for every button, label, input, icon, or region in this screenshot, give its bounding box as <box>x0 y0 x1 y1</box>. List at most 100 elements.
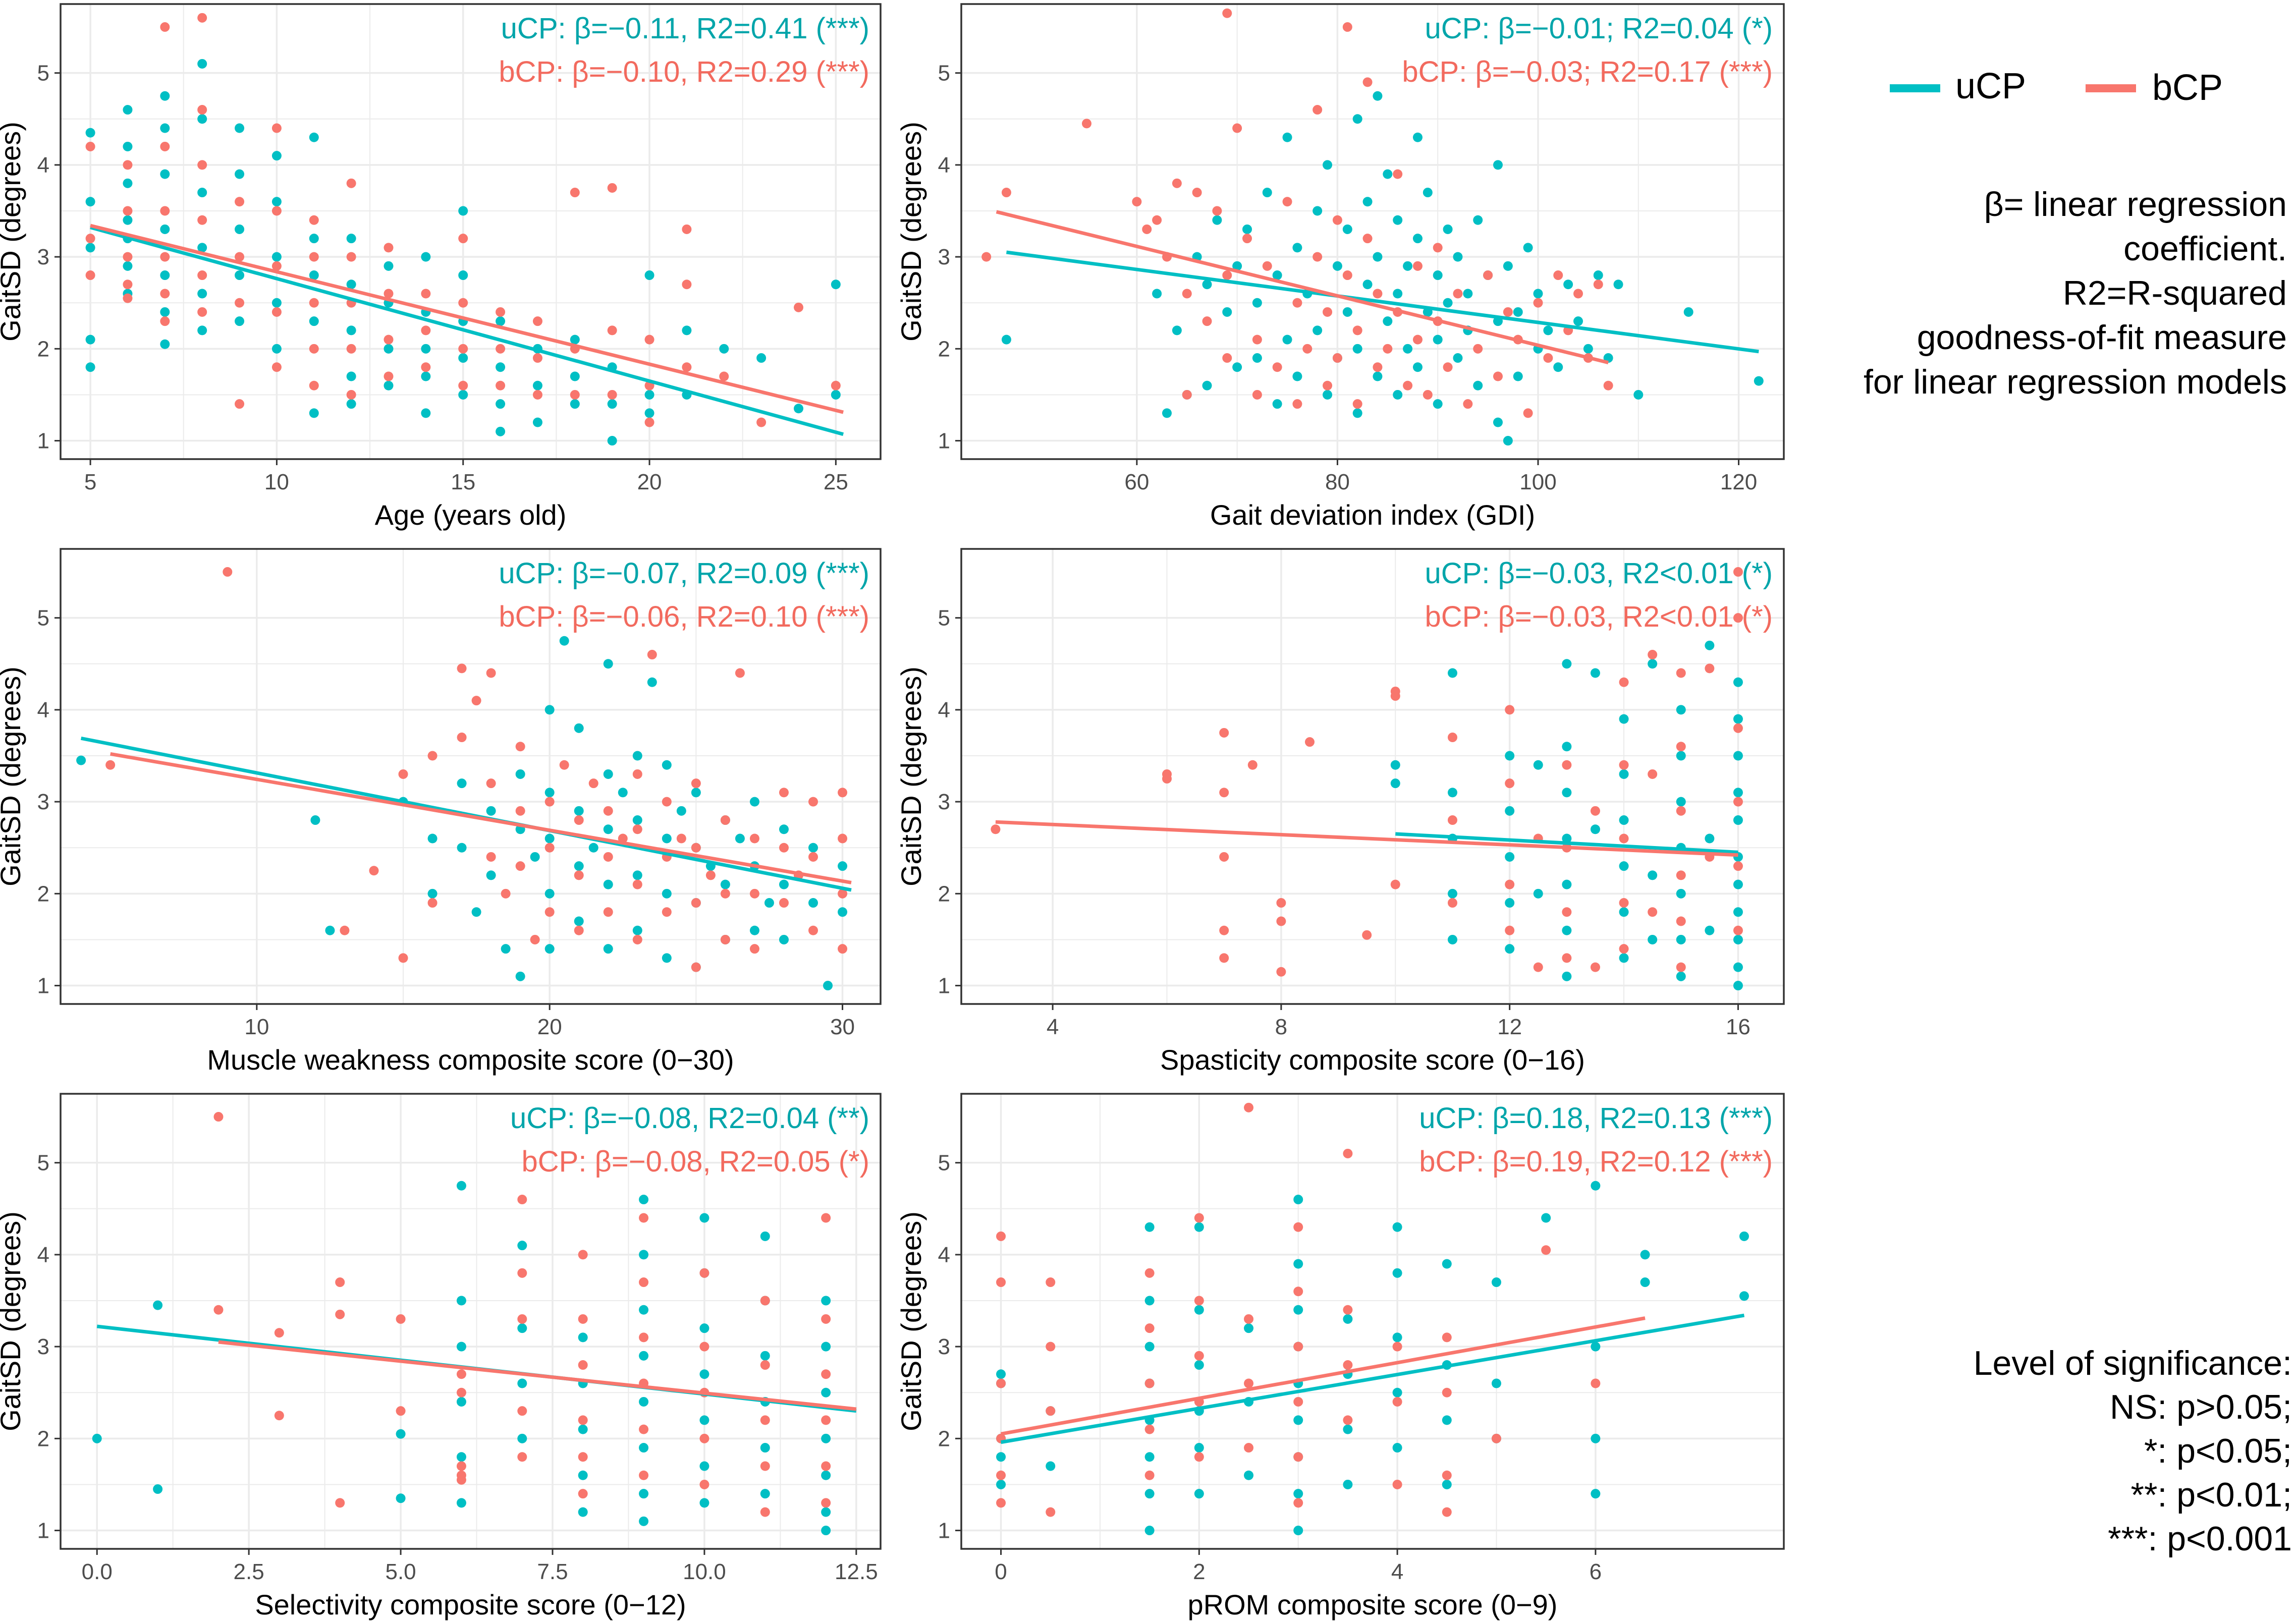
x-axis-title: Muscle weakness composite score (0−30) <box>207 1044 734 1076</box>
point-ucp <box>1144 1296 1155 1306</box>
point-bcp <box>123 206 133 216</box>
x-tick-label: 0.0 <box>82 1559 113 1584</box>
point-bcp <box>517 1406 527 1416</box>
point-ucp <box>1352 408 1362 418</box>
point-ucp <box>456 1181 466 1191</box>
point-bcp <box>1244 1102 1254 1112</box>
y-axis-title: GaitSD (degrees) <box>895 1211 927 1431</box>
point-ucp <box>458 270 468 281</box>
y-tick-label: 1 <box>938 429 950 454</box>
point-bcp <box>570 389 580 400</box>
point-ucp <box>1144 1222 1155 1232</box>
point-ucp <box>1513 307 1523 317</box>
point-bcp <box>1302 344 1313 354</box>
point-ucp <box>1362 197 1373 207</box>
point-bcp <box>1219 788 1229 798</box>
point-bcp <box>603 852 613 862</box>
y-tick-label: 4 <box>938 1243 950 1267</box>
point-bcp <box>530 934 540 944</box>
point-bcp <box>1247 760 1258 770</box>
point-ucp <box>1152 289 1162 299</box>
x-tick-label: 12 <box>1497 1015 1522 1039</box>
point-bcp <box>1392 1396 1402 1407</box>
point-bcp <box>632 769 642 779</box>
point-ucp <box>486 806 496 816</box>
point-bcp <box>197 160 207 170</box>
point-bcp <box>1676 962 1686 972</box>
point-ucp <box>632 815 642 825</box>
point-ucp <box>310 815 320 825</box>
point-ucp <box>1533 760 1543 770</box>
point-bcp <box>578 1314 588 1324</box>
x-tick-label: 5.0 <box>385 1559 416 1584</box>
significance-note-line: NS: p>0.05; <box>2110 1388 2292 1426</box>
point-ucp <box>515 971 525 981</box>
point-ucp <box>838 861 848 871</box>
point-bcp <box>1144 1378 1155 1388</box>
point-ucp <box>85 128 95 138</box>
point-bcp <box>517 1452 527 1462</box>
point-ucp <box>1212 215 1222 225</box>
point-bcp <box>1676 916 1686 926</box>
point-bcp <box>1313 105 1323 115</box>
point-ucp <box>1282 132 1292 142</box>
point-ucp <box>544 788 555 798</box>
point-ucp <box>639 1195 649 1205</box>
point-ucp <box>603 769 613 779</box>
point-ucp <box>197 243 207 253</box>
point-ucp <box>749 797 759 807</box>
point-bcp <box>1442 1387 1452 1398</box>
point-bcp <box>1562 953 1572 963</box>
point-bcp <box>1591 1378 1601 1388</box>
point-bcp <box>517 1195 527 1205</box>
point-bcp <box>1543 353 1553 363</box>
y-axis-title: GaitSD (degrees) <box>0 122 26 342</box>
point-ucp <box>794 404 803 414</box>
point-bcp <box>1373 289 1383 299</box>
point-bcp <box>1323 307 1333 317</box>
point-bcp <box>85 234 95 244</box>
point-bcp <box>676 833 686 844</box>
point-ucp <box>603 879 613 889</box>
point-bcp <box>1392 1341 1402 1352</box>
point-ucp <box>1293 1195 1303 1205</box>
point-bcp <box>85 141 95 151</box>
point-ucp <box>530 852 540 862</box>
point-bcp <box>85 270 95 281</box>
point-bcp <box>1144 1470 1155 1480</box>
point-bcp <box>1533 298 1543 308</box>
point-ucp <box>779 879 789 889</box>
point-bcp <box>396 1406 406 1416</box>
annotation-bcp: bCP: β=0.19, R2=0.12 (***) <box>1419 1145 1773 1178</box>
beta-note-line: coefficient. <box>2123 230 2287 268</box>
point-ucp <box>1373 252 1383 262</box>
point-ucp <box>618 788 628 798</box>
point-ucp <box>574 861 584 871</box>
beta-note-line: β= linear regression <box>1984 185 2287 223</box>
point-bcp <box>457 663 467 674</box>
point-bcp <box>544 797 555 807</box>
point-ucp <box>271 252 282 262</box>
point-bcp <box>1293 1287 1303 1297</box>
point-ucp <box>644 389 654 400</box>
point-ucp <box>532 380 542 390</box>
scatter-panel: 1 2 3 4 5 5 10 15 20 25 uCP: β=−0.11, R2=0.41 (***… <box>0 3 882 531</box>
point-ucp <box>1619 953 1629 963</box>
point-bcp <box>213 1305 224 1315</box>
point-bcp <box>456 1387 466 1398</box>
point-ucp <box>197 325 207 336</box>
fit-line-bcp <box>996 210 1609 365</box>
x-tick-label: 7.5 <box>537 1559 568 1584</box>
point-bcp <box>662 907 672 917</box>
significance-note-line: **: p<0.01; <box>2131 1476 2292 1514</box>
y-tick-label: 1 <box>37 1519 49 1543</box>
point-ucp <box>517 1378 527 1388</box>
point-bcp <box>1219 925 1229 935</box>
point-ucp <box>1733 907 1743 917</box>
point-bcp <box>309 298 319 308</box>
point-bcp <box>1142 224 1152 234</box>
point-ucp <box>662 953 672 963</box>
panel-border <box>960 3 1785 460</box>
point-bcp <box>346 344 356 354</box>
point-ucp <box>1491 1378 1501 1388</box>
